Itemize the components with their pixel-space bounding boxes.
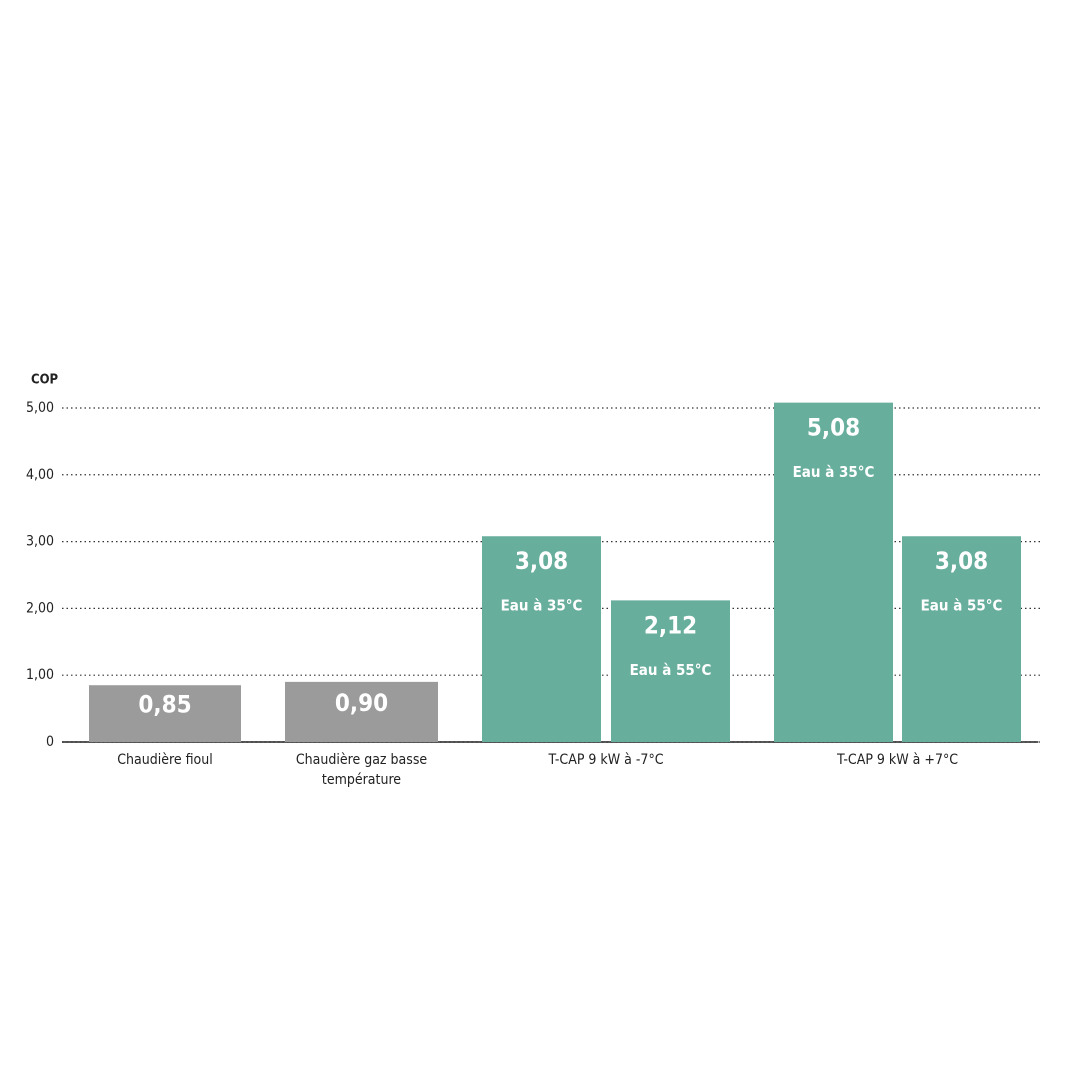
value-label: 0,90 bbox=[335, 689, 388, 717]
bar-note: Eau à 55°C bbox=[921, 597, 1003, 615]
x-tick-label: T-CAP 9 kW à -7°C bbox=[547, 752, 663, 768]
bar bbox=[285, 681, 438, 742]
y-tick-label: 5,00 bbox=[26, 400, 54, 416]
y-tick-label: 3,00 bbox=[26, 534, 54, 550]
value-label: 0,85 bbox=[138, 691, 191, 719]
x-tick-label: Chaudière fioul bbox=[117, 752, 212, 768]
bar-note: Eau à 35°C bbox=[501, 597, 583, 615]
x-tick-label: T-CAP 9 kW à +7°C bbox=[836, 752, 958, 768]
y-tick-label: 1,00 bbox=[26, 667, 54, 683]
bar-note: Eau à 55°C bbox=[630, 661, 712, 679]
bar-note: Eau à 35°C bbox=[793, 463, 875, 481]
y-axis-label: COP bbox=[31, 373, 59, 388]
x-tick-label: Chaudière gaz basse bbox=[296, 752, 428, 768]
y-tick-label: 4,00 bbox=[26, 467, 54, 483]
bar bbox=[774, 402, 893, 742]
value-label: 3,08 bbox=[515, 547, 568, 575]
value-label: 2,12 bbox=[644, 611, 697, 639]
bar bbox=[902, 536, 1021, 742]
bar bbox=[611, 600, 730, 742]
bar bbox=[89, 685, 241, 742]
x-tick-label: température bbox=[322, 772, 401, 788]
y-tick-label: 2,00 bbox=[26, 600, 54, 616]
bar bbox=[482, 536, 601, 742]
value-label: 5,08 bbox=[807, 414, 860, 442]
y-tick-label: 0 bbox=[46, 734, 54, 750]
value-label: 3,08 bbox=[935, 547, 988, 575]
